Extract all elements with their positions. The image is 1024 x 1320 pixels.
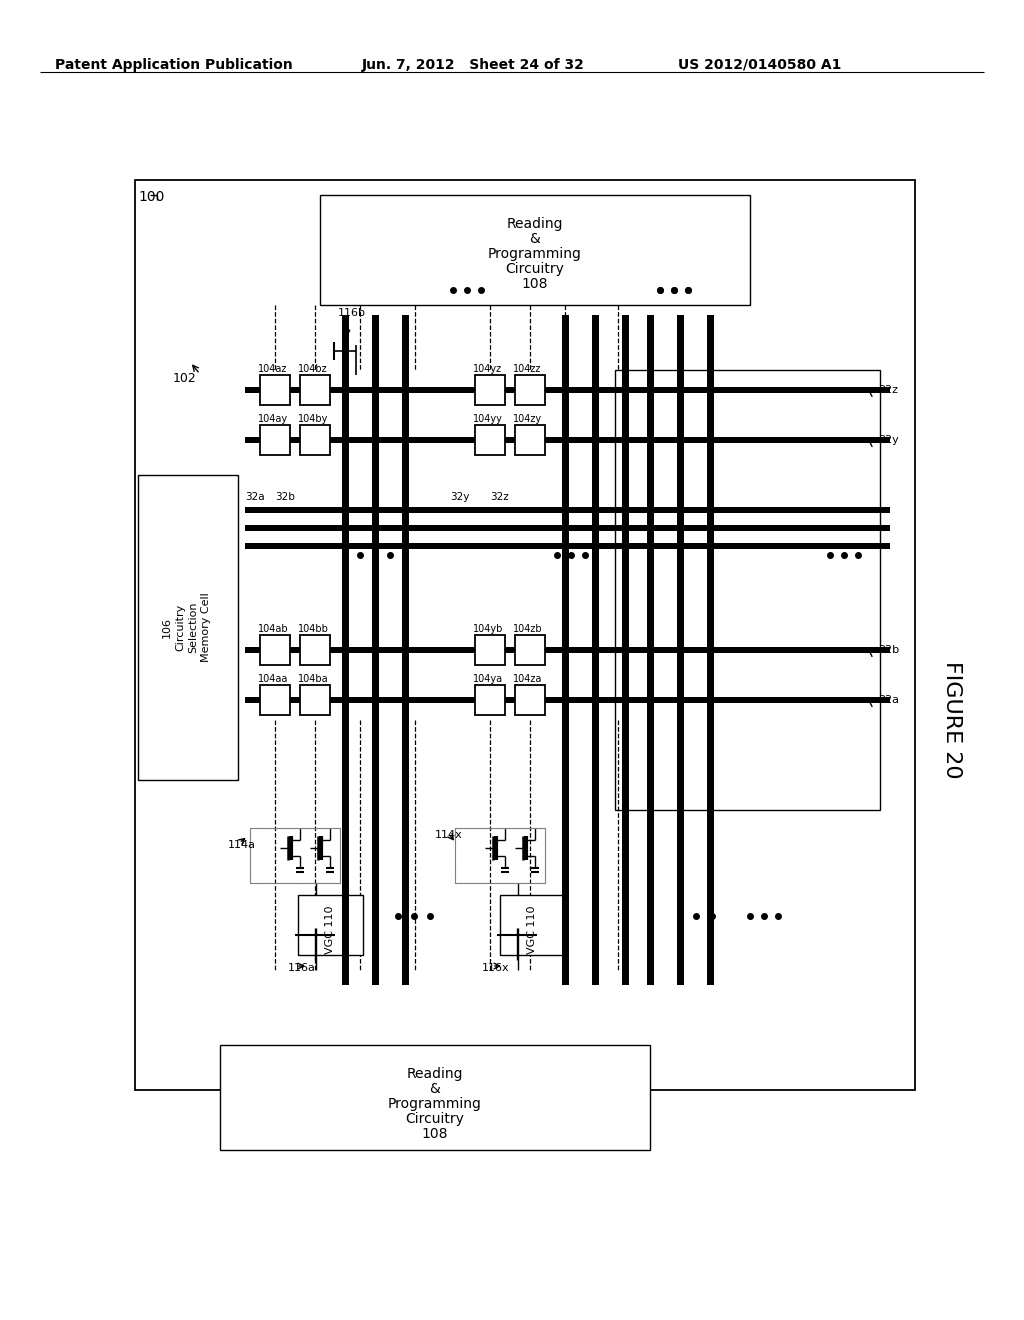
Bar: [245, 525, 890, 531]
Bar: [475, 635, 505, 665]
Text: 32y: 32y: [450, 492, 469, 502]
Bar: [245, 387, 890, 393]
Text: 104ya: 104ya: [473, 675, 503, 684]
Bar: [300, 685, 330, 715]
Bar: [500, 895, 565, 954]
Text: FIGURE 20: FIGURE 20: [942, 661, 962, 779]
Text: 104zb: 104zb: [513, 624, 543, 634]
Bar: [138, 475, 238, 780]
Bar: [707, 315, 714, 985]
Text: 114x: 114x: [435, 830, 463, 840]
Text: 108: 108: [522, 277, 548, 290]
Text: 104za: 104za: [513, 675, 543, 684]
Bar: [515, 685, 545, 715]
Text: Jun. 7, 2012   Sheet 24 of 32: Jun. 7, 2012 Sheet 24 of 32: [362, 58, 585, 73]
Text: Patent Application Publication: Patent Application Publication: [55, 58, 293, 73]
Text: Reading: Reading: [507, 216, 563, 231]
Text: VGC 110: VGC 110: [325, 906, 335, 953]
Text: 32z: 32z: [490, 492, 509, 502]
Text: 116x: 116x: [482, 964, 510, 973]
Bar: [475, 375, 505, 405]
Text: 116a: 116a: [288, 964, 315, 973]
Bar: [455, 828, 545, 883]
Text: 104ba: 104ba: [298, 675, 329, 684]
Text: 104az: 104az: [258, 364, 288, 374]
Text: Programming: Programming: [488, 247, 582, 261]
Text: 106: 106: [162, 616, 172, 638]
Text: Reading: Reading: [407, 1067, 463, 1081]
Bar: [245, 543, 890, 549]
Text: 108: 108: [422, 1127, 449, 1140]
Text: 32z: 32z: [878, 385, 898, 395]
Bar: [245, 647, 890, 653]
Text: Memory Cell: Memory Cell: [201, 593, 211, 661]
Bar: [220, 1045, 650, 1150]
Bar: [135, 180, 915, 1090]
Bar: [342, 315, 349, 985]
Bar: [515, 425, 545, 455]
Bar: [260, 635, 290, 665]
Bar: [372, 315, 379, 985]
Text: 32a: 32a: [878, 696, 899, 705]
Bar: [300, 425, 330, 455]
Bar: [677, 315, 684, 985]
Text: 104zz: 104zz: [513, 364, 542, 374]
Bar: [300, 375, 330, 405]
Bar: [622, 315, 629, 985]
Bar: [647, 315, 654, 985]
Text: 104ay: 104ay: [258, 414, 288, 424]
Bar: [250, 828, 340, 883]
Bar: [260, 685, 290, 715]
Bar: [245, 697, 890, 704]
Text: 116b: 116b: [338, 308, 366, 318]
Bar: [515, 635, 545, 665]
Text: 32b: 32b: [878, 645, 899, 655]
Bar: [300, 635, 330, 665]
Text: Circuitry: Circuitry: [506, 261, 564, 276]
Text: 32y: 32y: [878, 436, 899, 445]
Text: 104bb: 104bb: [298, 624, 329, 634]
Text: 104zy: 104zy: [513, 414, 542, 424]
Text: 104yy: 104yy: [473, 414, 503, 424]
Text: Selection: Selection: [188, 601, 198, 653]
Bar: [260, 375, 290, 405]
Text: Circuitry: Circuitry: [175, 603, 185, 651]
Text: 104yz: 104yz: [473, 364, 502, 374]
Text: VGC 110: VGC 110: [527, 906, 537, 953]
Bar: [245, 437, 890, 444]
Text: 104aa: 104aa: [258, 675, 289, 684]
Bar: [515, 375, 545, 405]
Bar: [298, 895, 362, 954]
Text: 114a: 114a: [228, 840, 256, 850]
Text: 100: 100: [138, 190, 165, 205]
Text: 102: 102: [173, 372, 197, 385]
Bar: [475, 425, 505, 455]
Bar: [562, 315, 569, 985]
Text: US 2012/0140580 A1: US 2012/0140580 A1: [678, 58, 842, 73]
Text: Circuitry: Circuitry: [406, 1111, 465, 1126]
Text: 104bz: 104bz: [298, 364, 328, 374]
Text: &: &: [529, 232, 541, 246]
Bar: [615, 370, 880, 810]
Bar: [319, 195, 750, 305]
Bar: [245, 507, 890, 513]
Text: 104by: 104by: [298, 414, 329, 424]
Text: Programming: Programming: [388, 1097, 482, 1111]
Bar: [592, 315, 599, 985]
Text: &: &: [430, 1082, 440, 1096]
Text: 32b: 32b: [275, 492, 295, 502]
Text: 104ab: 104ab: [258, 624, 289, 634]
Text: 104yb: 104yb: [473, 624, 504, 634]
Bar: [402, 315, 409, 985]
Bar: [260, 425, 290, 455]
Text: 32a: 32a: [245, 492, 264, 502]
Bar: [475, 685, 505, 715]
